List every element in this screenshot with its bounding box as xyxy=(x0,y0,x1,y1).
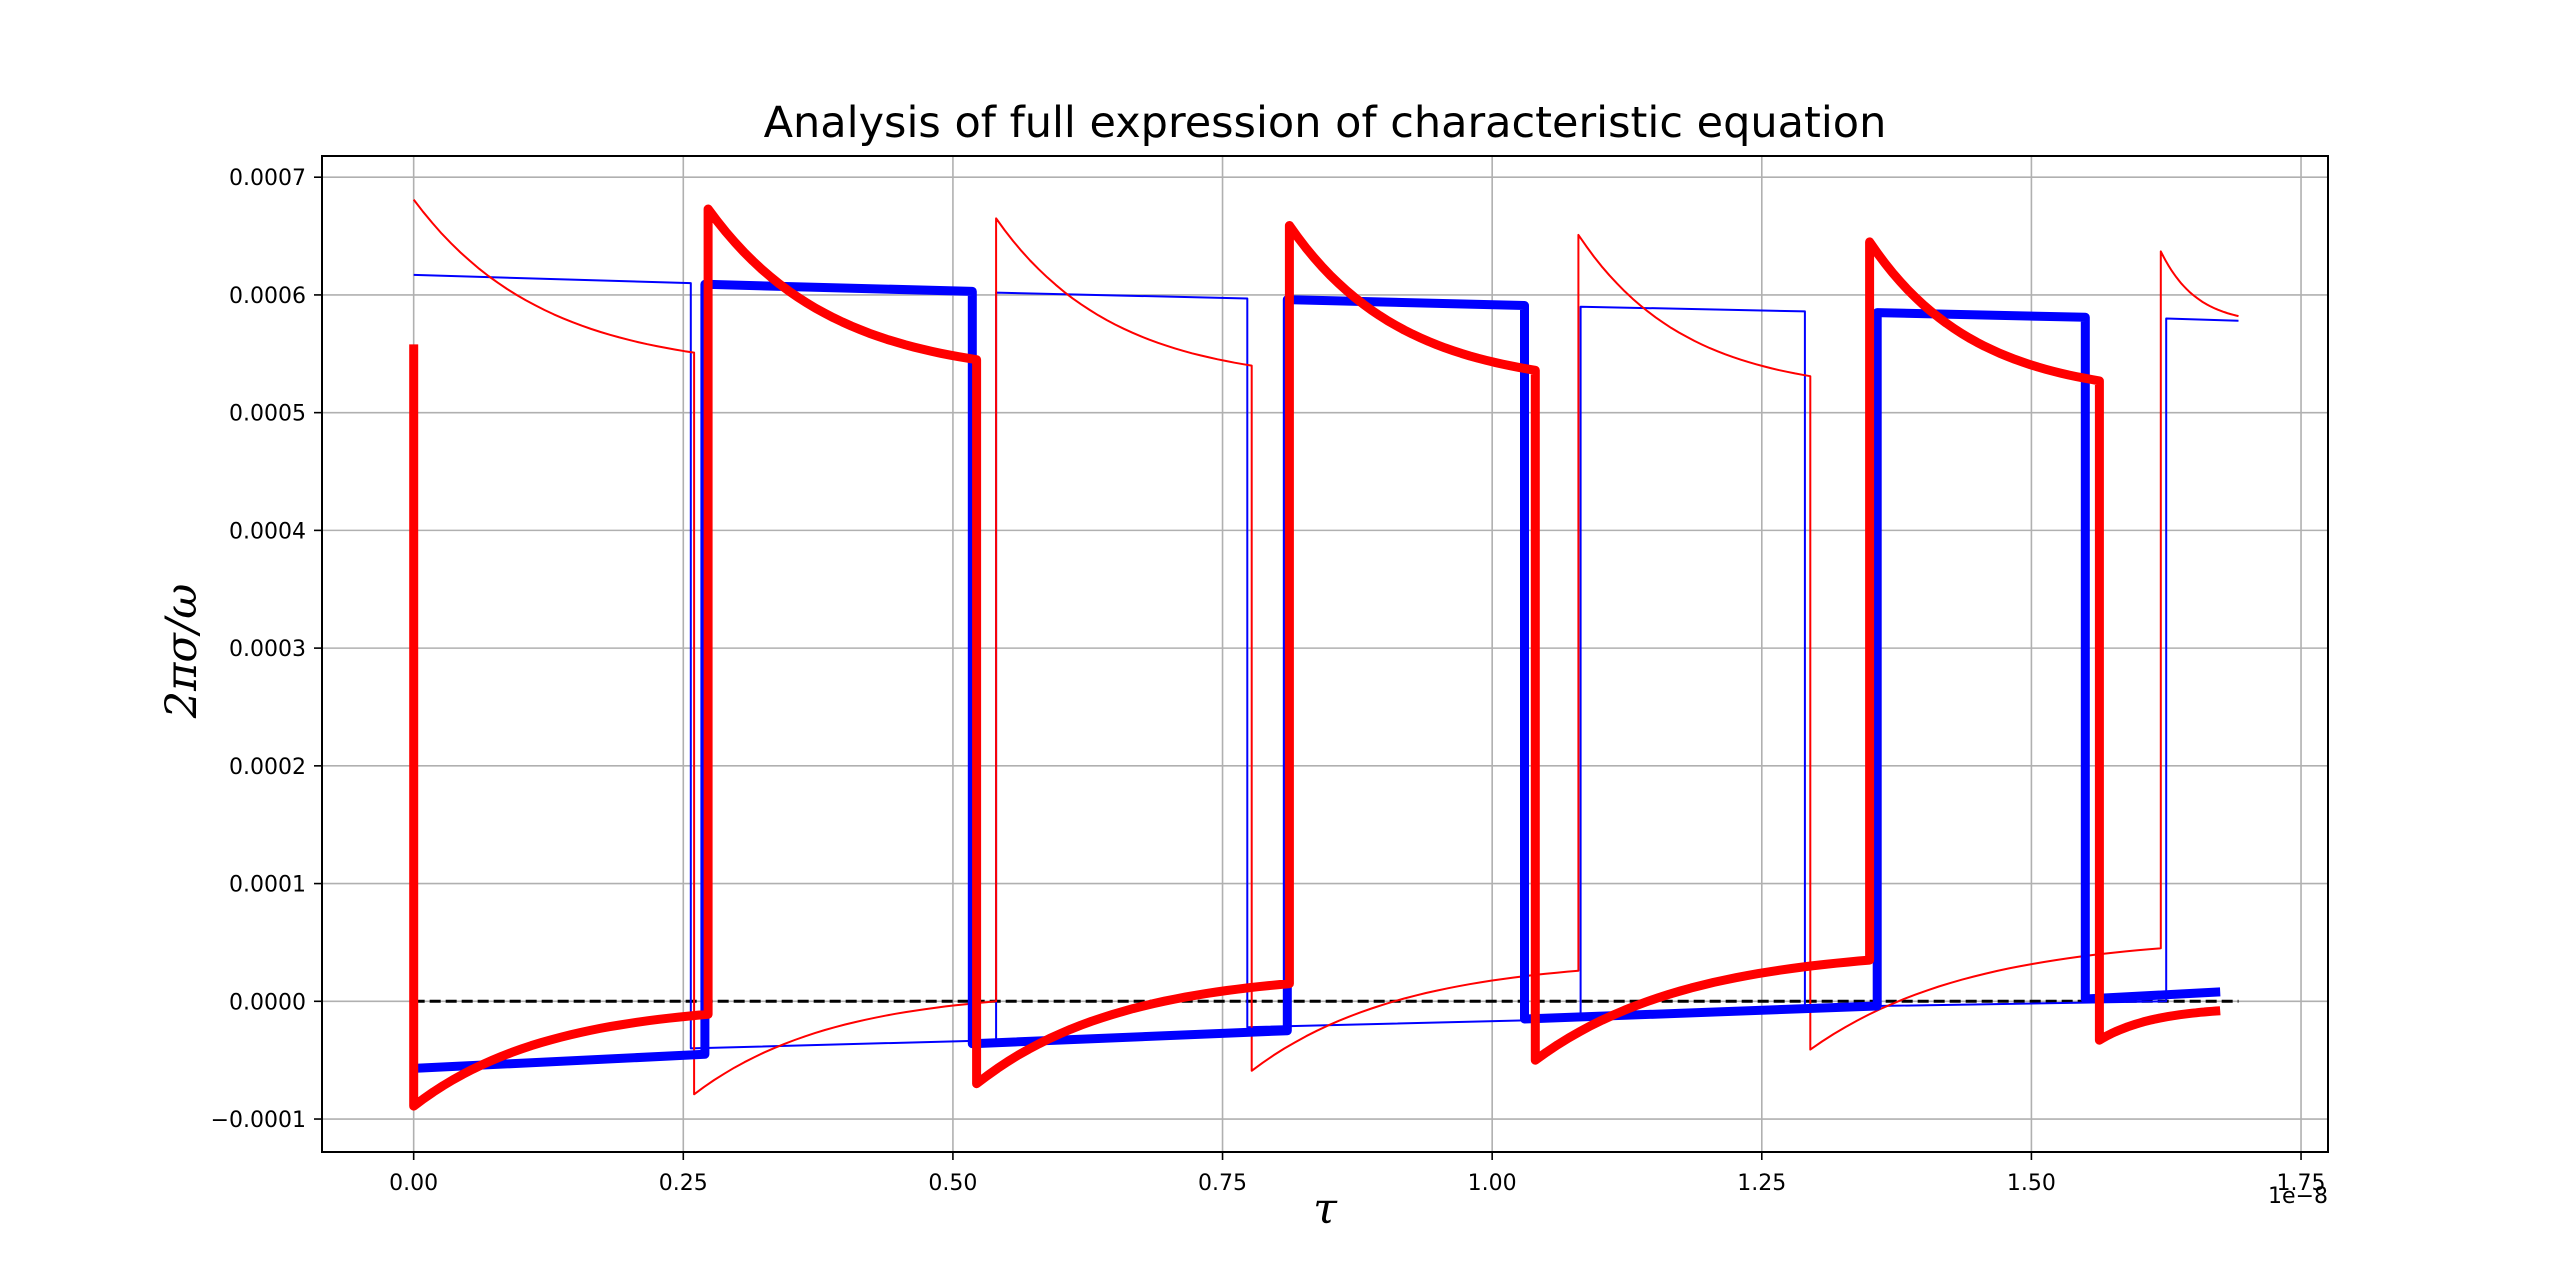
series-line-blue-thin xyxy=(413,273,2239,1050)
x-axis-offset-text: 1e−8 xyxy=(2268,1184,2328,1209)
y-tick-label: −0.0001 xyxy=(211,1108,306,1133)
x-tick-label: 1.00 xyxy=(1468,1171,1517,1196)
chart-title: Analysis of full expression of character… xyxy=(763,98,1887,148)
y-axis-label: 2πσ/ω xyxy=(157,583,207,719)
y-tick-label: 0.0004 xyxy=(229,519,306,544)
x-tick-label: 0.00 xyxy=(389,1171,438,1196)
series-line-blue-thick xyxy=(413,279,2221,1073)
x-ticks-group: 0.00 0.25 0.50 0.75 1.00 1.25 1.50 1.75 xyxy=(389,1152,2326,1196)
y-tick-label: 0.0006 xyxy=(229,284,306,309)
axes-frame xyxy=(321,155,2329,1153)
y-tick-label: 0.0001 xyxy=(229,873,306,898)
y-tick-label: 0.0002 xyxy=(229,755,306,780)
y-tick-label: 0.0007 xyxy=(229,166,306,191)
x-axis-label: τ xyxy=(1313,1184,1337,1234)
series-line-red-thick xyxy=(409,204,2221,1111)
x-tick-label: 1.25 xyxy=(1737,1171,1786,1196)
y-tick-label: 0.0003 xyxy=(229,637,306,662)
y-ticks-group: −0.0001 0.0000 0.0001 0.0002 0.0003 0.0004 0.0… xyxy=(211,166,322,1133)
x-tick-label: 1.75 xyxy=(2277,1171,2326,1196)
x-tick-label: 0.50 xyxy=(928,1171,977,1196)
series-group xyxy=(409,198,2239,1111)
y-tick-label: 0.0000 xyxy=(229,990,306,1015)
axes-frame-group xyxy=(321,155,2329,1153)
x-tick-label: 0.75 xyxy=(1198,1171,1247,1196)
x-tick-label: 1.50 xyxy=(2007,1171,2056,1196)
grid-lines xyxy=(322,156,2328,1152)
y-tick-label: 0.0005 xyxy=(229,402,306,427)
x-tick-label: 0.25 xyxy=(659,1171,708,1196)
